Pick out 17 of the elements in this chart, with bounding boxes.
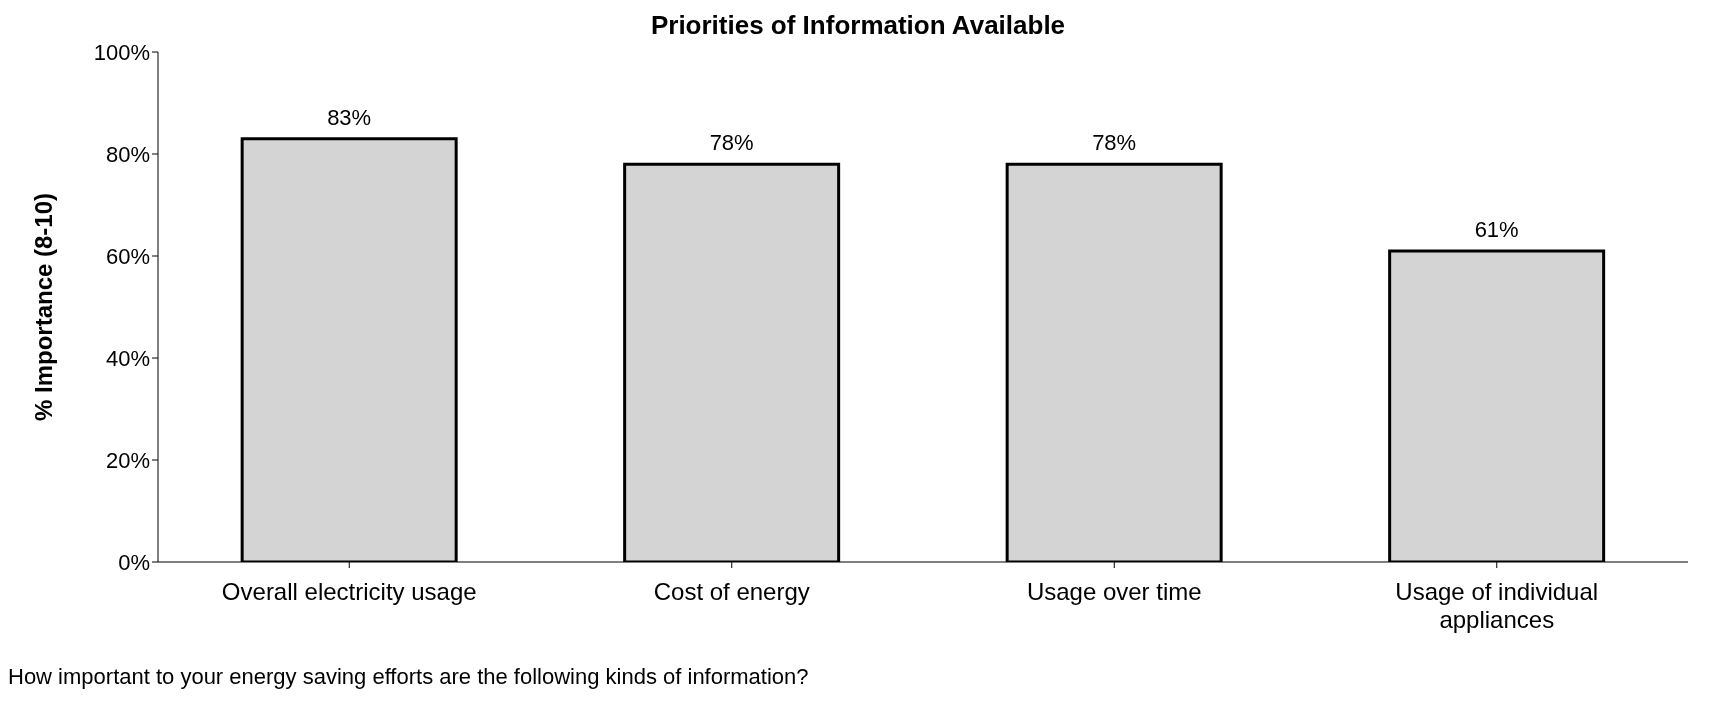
y-tick-label: 100% [93,39,150,65]
data-label: 61% [1474,216,1519,242]
data-label: 78% [1092,130,1137,156]
chart-title: Priorities of Information Available [650,10,1066,40]
data-label: 78% [709,130,754,156]
x-tick-label: Cost of energy [653,578,810,605]
y-tick-label: 40% [105,345,150,371]
x-tick-label: Overall electricity usage [221,578,477,605]
y-tick-label: 20% [105,447,150,473]
y-tick-label: 60% [105,243,150,269]
y-tick-label: 0% [118,549,150,575]
x-tick-label: Usage of individual appliances [1395,578,1599,633]
y-tick-label: 80% [105,141,150,167]
y-axis-title: % Importance (8-10) [29,192,57,422]
text: How important to your energy saving efforts are the following kinds of information? [8,664,810,690]
data-label: 83% [327,104,372,130]
x-tick-label: Usage over time [1026,578,1202,605]
